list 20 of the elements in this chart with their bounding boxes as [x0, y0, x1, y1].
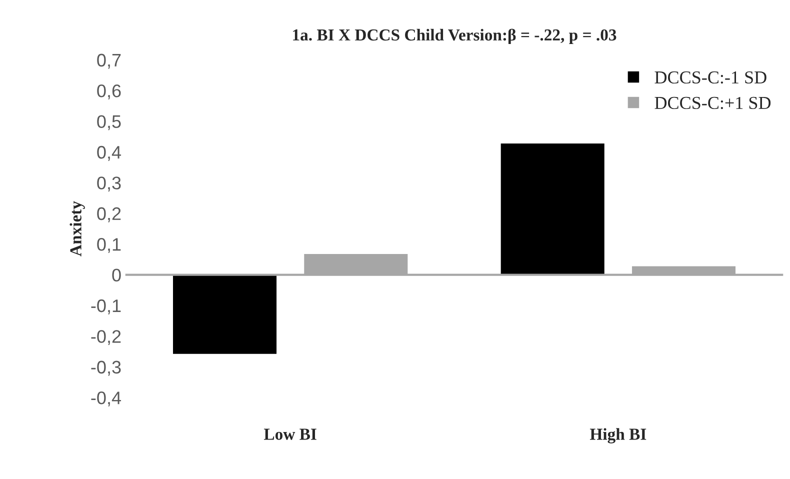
y-tick-label: 0,5: [97, 115, 121, 130]
legend-label: DCCS-C:-1 SD: [654, 71, 766, 84]
bar: [172, 274, 278, 356]
y-tick-label: -0,3: [91, 360, 121, 376]
x-tick-label: High BI: [590, 428, 646, 444]
y-axis-title: Anxiety: [70, 201, 85, 256]
y-tick-label: 0,1: [97, 238, 121, 253]
x-tick-label: Low BI: [264, 428, 316, 440]
bar: [499, 142, 606, 276]
y-tick-label: -0,4: [91, 392, 122, 406]
y-tick-label: 0,7: [97, 54, 121, 69]
y-tick-label: 0,4: [97, 146, 122, 161]
legend-label: DCCS-C:+1 SD: [654, 96, 771, 110]
y-tick-label: 0,6: [97, 84, 121, 100]
chart-title: 1a. BI X DCCS Child Version:β = -.22, p = .03: [293, 28, 616, 44]
y-tick-label: 0,2: [97, 207, 121, 222]
y-tick-label: 0: [112, 268, 121, 282]
y-tick-label: -0,1: [91, 299, 121, 314]
y-tick-label: 0,3: [97, 176, 121, 192]
y-tick-label: -0,2: [91, 330, 121, 346]
